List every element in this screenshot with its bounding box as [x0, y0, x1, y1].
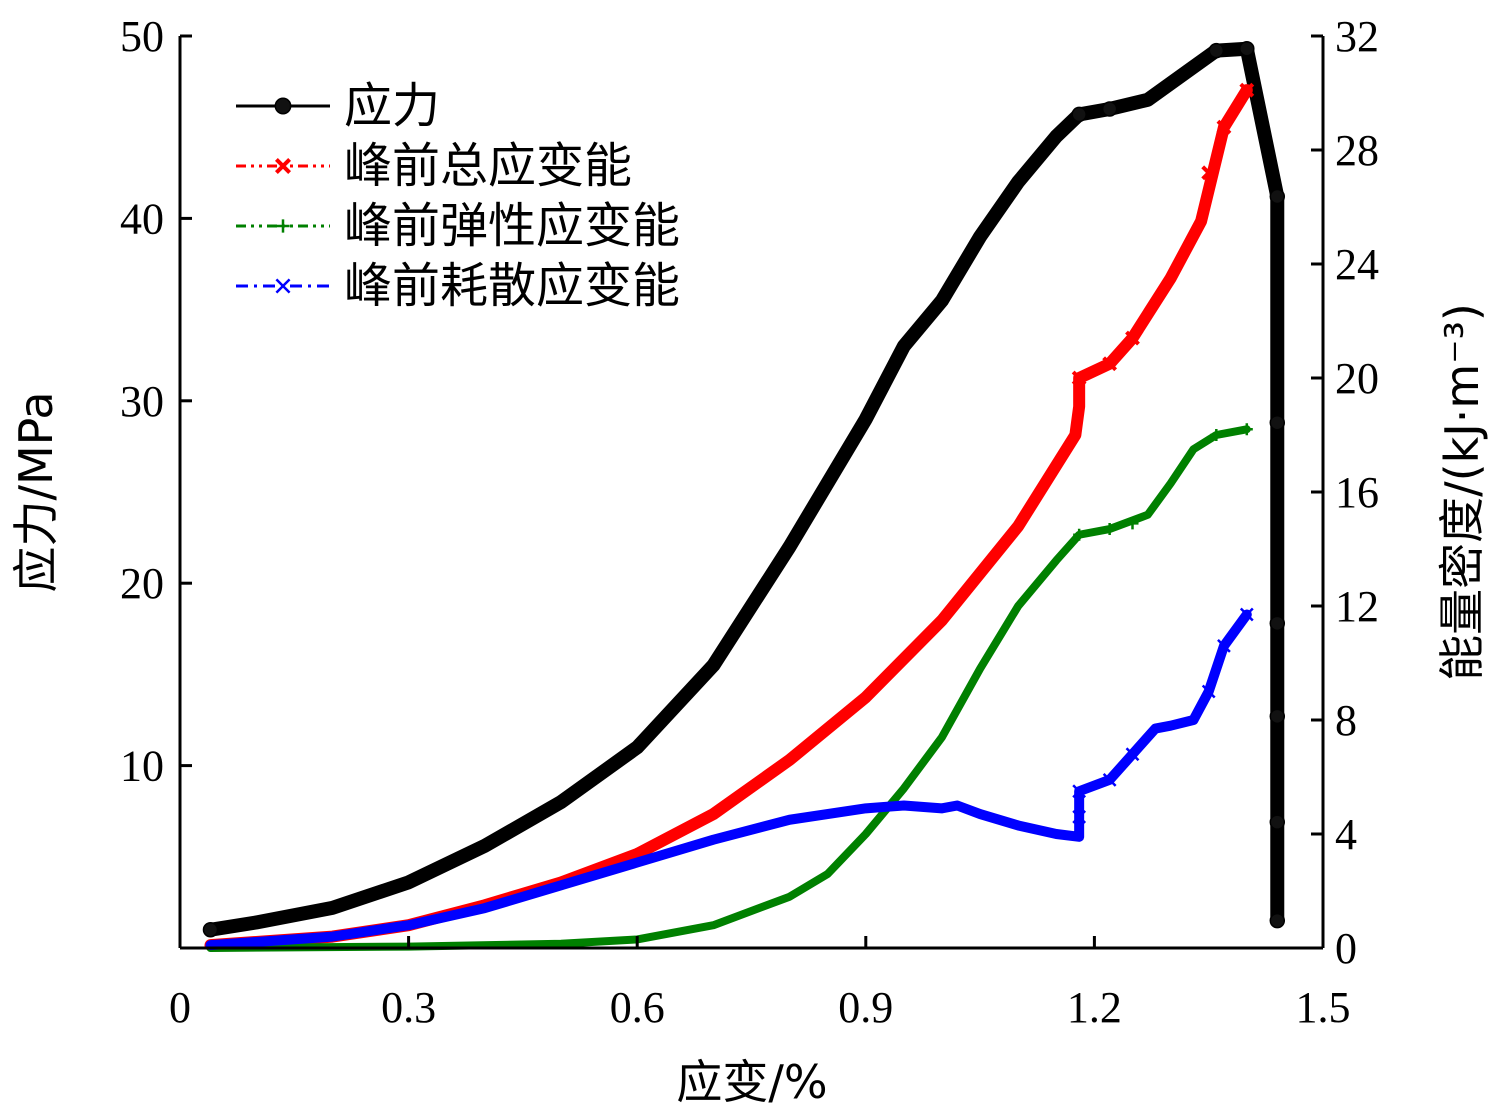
- series-point: [1125, 330, 1140, 346]
- legend-marker: [274, 157, 292, 175]
- series-point: [1208, 42, 1225, 59]
- series-point: [1103, 523, 1116, 536]
- series-point: [1217, 639, 1231, 653]
- x-tick-label: 0.9: [838, 983, 893, 1032]
- series-point: [1269, 188, 1286, 205]
- y-left-tick-label: 30: [120, 377, 164, 426]
- series-line: [206, 425, 1251, 952]
- ticks: 0 0.3 0.6 0.9 1.2 1.5 10 20 30 40 50 0 4 8 12 16 20 24 28 3…: [120, 12, 1379, 1032]
- series-point: [1073, 528, 1086, 541]
- legend-entry: 应力: [236, 78, 440, 134]
- series-point: [1210, 429, 1223, 441]
- y-left-tick-label: 50: [120, 12, 164, 61]
- series-point: [1102, 772, 1117, 787]
- series-connector: [210, 47, 1279, 931]
- series-point: [1239, 607, 1254, 622]
- x-tick-label: 1.5: [1296, 983, 1351, 1032]
- x-tick-label: 0.3: [381, 983, 436, 1032]
- series-point: [202, 922, 219, 938]
- series-point: [1101, 101, 1118, 117]
- series-point: [1201, 684, 1216, 699]
- series-point: [1239, 82, 1255, 98]
- legend-label: 应力: [344, 78, 440, 134]
- series-point: [1072, 784, 1087, 799]
- x-axis-title: 应变/%: [676, 1055, 827, 1109]
- series-point: [1269, 414, 1286, 431]
- series-point: [1071, 370, 1087, 386]
- series-point: [1126, 517, 1139, 530]
- series-connector: [210, 89, 1248, 947]
- series-point: [1239, 41, 1255, 57]
- y-left-tick-label: 20: [120, 559, 164, 608]
- y-right-tick-label: 8: [1335, 696, 1357, 745]
- legend-label: 峰前总应变能: [344, 138, 632, 194]
- series-point: [1269, 708, 1286, 725]
- series-connector: [210, 613, 1248, 947]
- y-left-tick-label: 40: [120, 194, 164, 243]
- y-right-axis-title: 能量密度/(kJ·m⁻³): [1435, 303, 1489, 681]
- legend-label: 峰前弹性应变能: [344, 198, 680, 254]
- series-3: [205, 607, 1254, 951]
- series-point: [1071, 106, 1087, 123]
- series-0: [202, 41, 1286, 938]
- legend-label: 峰前耗散应变能: [344, 258, 680, 314]
- legend-entry: 峰前总应变能: [236, 138, 632, 194]
- series-point: [1072, 810, 1087, 824]
- x-tick-label: 1.2: [1067, 983, 1122, 1032]
- series-point: [1201, 165, 1217, 181]
- plot-area: [202, 41, 1286, 952]
- series-point: [1216, 119, 1232, 135]
- series-point: [1240, 423, 1253, 436]
- legend-marker: [275, 278, 291, 294]
- y-right-tick-label: 28: [1335, 126, 1379, 175]
- legend-entry: 峰前耗散应变能: [236, 258, 680, 314]
- series-point: [1269, 814, 1286, 830]
- legend-entry: 峰前弹性应变能: [236, 198, 680, 254]
- y-right-tick-label: 0: [1335, 924, 1357, 973]
- y-right-tick-label: 12: [1335, 582, 1379, 631]
- series-2: [206, 423, 1253, 952]
- y-left-axis-title: 应力/MPa: [9, 391, 63, 592]
- legend-marker: [276, 219, 290, 233]
- y-right-tick-label: 24: [1335, 240, 1379, 289]
- y-right-tick-label: 16: [1335, 468, 1379, 517]
- series-point: [1102, 356, 1118, 372]
- y-right-tick-label: 4: [1335, 810, 1357, 859]
- series-point: [1269, 615, 1286, 632]
- legend-marker: [274, 97, 292, 115]
- y-right-tick-label: 20: [1335, 354, 1379, 403]
- series-connector: [210, 428, 1248, 950]
- series-point: [1269, 912, 1286, 929]
- x-tick-label: 0.6: [610, 983, 665, 1032]
- y-left-tick-label: 10: [120, 742, 164, 791]
- x-tick-label: 0: [169, 983, 191, 1032]
- y-right-tick-label: 32: [1335, 12, 1379, 61]
- series-point: [1125, 747, 1140, 762]
